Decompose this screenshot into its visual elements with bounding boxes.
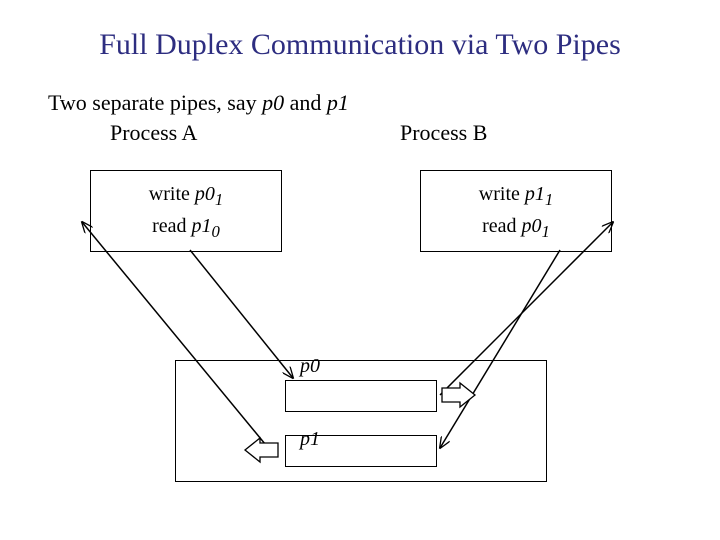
process-b-box: write p11 read p01	[420, 170, 612, 252]
subtitle: Two separate pipes, say p0 and p1	[48, 90, 349, 116]
arrow-a-to-p0	[190, 250, 293, 378]
pipe-slot-p0	[285, 380, 437, 412]
b-line1-sub: 1	[545, 190, 553, 209]
a-line1-pre: write	[149, 183, 195, 205]
a-line1-sub: 1	[215, 190, 223, 209]
pipe-label-p0: p0	[300, 355, 320, 378]
b-line1-pipe: p1	[525, 183, 545, 205]
diagram-canvas: Full Duplex Communication via Two Pipes …	[0, 0, 720, 540]
subtitle-p0: p0	[262, 90, 284, 115]
process-b-text: write p11 read p01	[421, 181, 611, 245]
process-a-box: write p01 read p10	[90, 170, 282, 252]
a-line1-pipe: p0	[195, 183, 215, 205]
a-line2-pre: read	[152, 215, 191, 237]
slide-title: Full Duplex Communication via Two Pipes	[0, 28, 720, 62]
subtitle-mid: and	[284, 90, 327, 115]
a-line2-sub: 0	[212, 222, 220, 241]
b-line2-pipe: p0	[522, 215, 542, 237]
b-line2-pre: read	[482, 215, 521, 237]
process-a-text: write p01 read p10	[91, 181, 281, 245]
a-line2-pipe: p1	[192, 215, 212, 237]
subtitle-p1: p1	[327, 90, 349, 115]
b-line2-sub: 1	[542, 222, 550, 241]
subtitle-prefix: Two separate pipes, say	[48, 90, 262, 115]
b-line1-pre: write	[479, 183, 525, 205]
pipe-label-p1: p1	[300, 428, 320, 451]
process-a-label: Process A	[110, 120, 197, 146]
pipe1-text: p1	[300, 428, 320, 450]
process-b-label: Process B	[400, 120, 487, 146]
pipe0-text: p0	[300, 355, 320, 377]
